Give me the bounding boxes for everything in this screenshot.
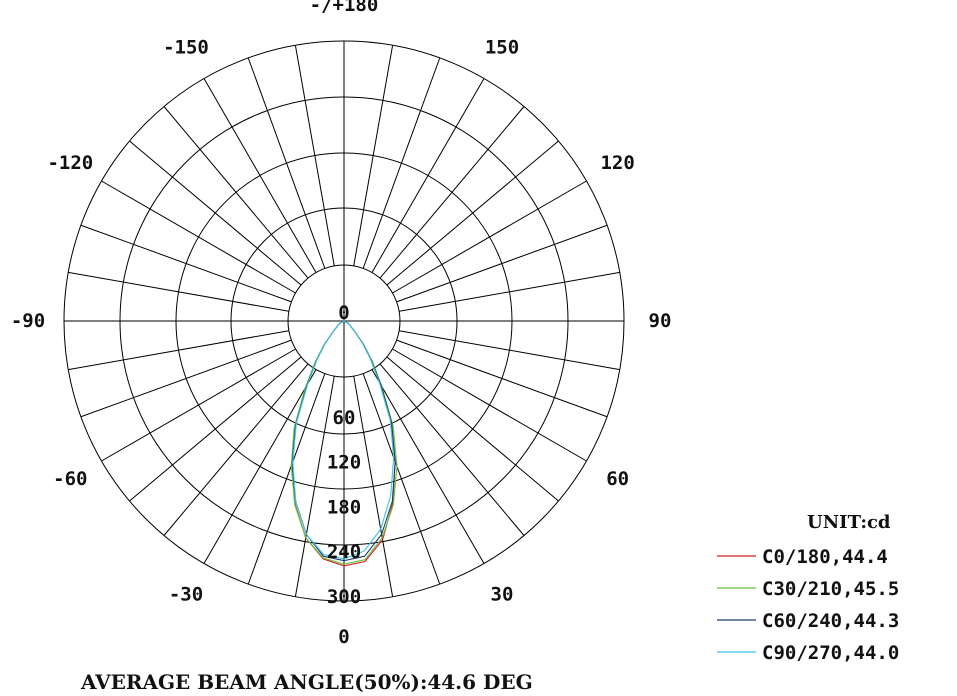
grid-spoke: [392, 348, 587, 462]
legend: UNIT:cd C0/180,44.4 C30/210,45.5 C60/240,4…: [717, 512, 899, 664]
grid-spoke: [203, 369, 317, 564]
grid-spoke: [396, 224, 608, 303]
radial-tick-label: 0: [338, 302, 349, 324]
angle-label: -150: [163, 36, 209, 58]
grid-spoke: [247, 57, 326, 269]
angle-label: -90: [11, 310, 45, 332]
grid-spoke: [371, 78, 485, 273]
grid-spoke: [68, 330, 289, 371]
grid-spoke: [68, 271, 289, 312]
grid-spoke: [294, 45, 335, 266]
grid-spoke: [399, 271, 620, 312]
polar-series: [290, 320, 398, 567]
legend-label-2: C60/240,44.3: [762, 610, 899, 632]
polar-grid: [63, 40, 625, 602]
angle-label: -30: [169, 584, 203, 606]
angle-label: 0: [338, 626, 349, 648]
grid-spoke: [392, 180, 587, 294]
grid-spoke: [362, 373, 441, 585]
grid-spoke: [163, 363, 309, 536]
grid-spoke: [101, 180, 296, 294]
grid-spoke: [163, 106, 309, 279]
angle-label: 30: [491, 584, 514, 606]
radial-tick-label: 240: [327, 541, 361, 563]
grid-spoke: [101, 348, 296, 462]
beam-angle-footer: AVERAGE BEAM ANGLE(50%):44.6 DEG: [80, 670, 533, 694]
polar-labels: -/+180-150 150-120 120-90 90-60 60-30 3000601…: [11, 0, 672, 648]
grid-spoke: [129, 356, 302, 502]
angle-label: 90: [649, 310, 672, 332]
angle-label: -120: [47, 152, 93, 174]
radial-tick-label: 120: [327, 452, 361, 474]
series-curve-3: [292, 320, 395, 560]
radial-tick-label: 300: [327, 586, 361, 608]
grid-spoke: [294, 376, 335, 597]
grid-spoke: [399, 330, 620, 371]
unit-label: UNIT:cd: [807, 512, 891, 533]
legend-label-0: C0/180,44.4: [762, 546, 888, 568]
grid-spoke: [353, 376, 394, 597]
grid-spoke: [379, 106, 525, 279]
grid-spoke: [386, 140, 559, 286]
grid-spoke: [362, 57, 441, 269]
angle-label: -60: [53, 468, 87, 490]
angle-label: -/+180: [310, 0, 379, 16]
grid-spoke: [371, 369, 485, 564]
grid-spoke: [396, 339, 608, 418]
angle-label: 60: [606, 468, 629, 490]
grid-spoke: [80, 224, 292, 303]
grid-spoke: [203, 78, 317, 273]
angle-label: 150: [485, 36, 519, 58]
grid-spoke: [129, 140, 302, 286]
radial-tick-label: 180: [327, 496, 361, 518]
legend-label-1: C30/210,45.5: [762, 578, 899, 600]
angle-label: 120: [600, 152, 634, 174]
grid-spoke: [80, 339, 292, 418]
grid-spoke: [386, 356, 559, 502]
radial-tick-label: 60: [333, 407, 356, 429]
grid-spoke: [353, 45, 394, 266]
grid-spoke: [379, 363, 525, 536]
grid-spoke: [247, 373, 326, 585]
legend-label-3: C90/270,44.0: [762, 642, 899, 664]
